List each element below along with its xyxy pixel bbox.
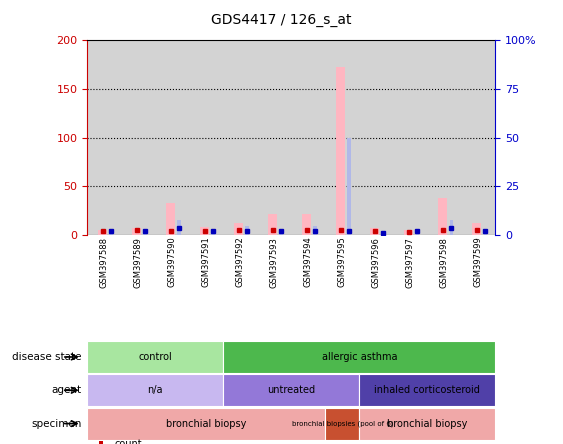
Bar: [87, 40, 121, 235]
Bar: [155, 40, 189, 235]
Bar: [484, 230, 487, 235]
Bar: [382, 231, 385, 235]
Bar: [325, 408, 359, 440]
Bar: [325, 40, 359, 235]
Text: allergic asthma: allergic asthma: [321, 352, 397, 362]
Bar: [449, 220, 453, 235]
Bar: [87, 341, 224, 373]
Bar: [166, 203, 175, 235]
Text: bronchial biopsies (pool of 6): bronchial biopsies (pool of 6): [292, 420, 393, 427]
Bar: [462, 40, 495, 235]
Bar: [370, 227, 379, 235]
Bar: [302, 214, 311, 235]
Bar: [279, 230, 283, 235]
Bar: [224, 40, 257, 235]
Bar: [200, 226, 209, 235]
Text: bronchial biopsy: bronchial biopsy: [387, 419, 468, 428]
Bar: [257, 40, 292, 235]
Bar: [121, 40, 155, 235]
Bar: [234, 222, 243, 235]
Bar: [359, 40, 394, 235]
Text: bronchial biopsy: bronchial biopsy: [166, 419, 247, 428]
Text: specimen: specimen: [32, 419, 82, 428]
Bar: [177, 220, 181, 235]
Bar: [245, 226, 249, 235]
Bar: [347, 138, 351, 235]
Bar: [224, 341, 495, 373]
Bar: [415, 230, 419, 235]
Bar: [427, 40, 462, 235]
Text: n/a: n/a: [148, 385, 163, 395]
Bar: [359, 408, 495, 440]
Bar: [224, 374, 359, 406]
Bar: [439, 198, 447, 235]
Bar: [212, 230, 215, 235]
Bar: [404, 230, 413, 235]
Bar: [472, 222, 481, 235]
Bar: [314, 226, 317, 235]
Bar: [269, 214, 277, 235]
Bar: [359, 374, 495, 406]
Bar: [189, 40, 224, 235]
Text: count: count: [114, 439, 142, 444]
Bar: [337, 67, 345, 235]
Bar: [394, 40, 427, 235]
Bar: [87, 408, 325, 440]
Bar: [87, 374, 224, 406]
Bar: [109, 230, 113, 235]
Text: GDS4417 / 126_s_at: GDS4417 / 126_s_at: [211, 13, 352, 28]
Text: untreated: untreated: [267, 385, 315, 395]
Text: disease state: disease state: [12, 352, 82, 362]
Bar: [144, 230, 147, 235]
Bar: [99, 230, 107, 235]
Bar: [292, 40, 325, 235]
Bar: [132, 229, 141, 235]
Text: inhaled corticosteroid: inhaled corticosteroid: [374, 385, 480, 395]
Text: control: control: [138, 352, 172, 362]
Text: agent: agent: [51, 385, 82, 395]
